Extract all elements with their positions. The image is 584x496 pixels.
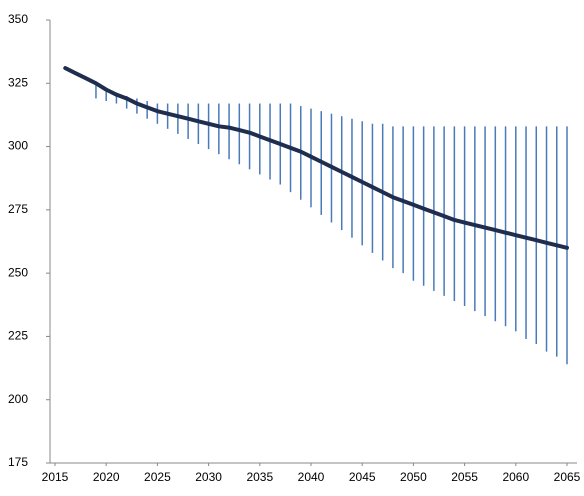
x-tick-label: 2035 bbox=[246, 470, 273, 484]
x-tick-label: 2020 bbox=[93, 470, 120, 484]
y-tick-label: 325 bbox=[8, 75, 28, 89]
x-tick-label: 2055 bbox=[451, 470, 478, 484]
y-tick-label: 200 bbox=[8, 392, 28, 406]
x-tick-label: 2030 bbox=[195, 470, 222, 484]
y-tick-label: 350 bbox=[8, 12, 28, 26]
y-tick-label: 175 bbox=[8, 455, 28, 469]
x-tick-label: 2045 bbox=[349, 470, 376, 484]
x-tick-label: 2050 bbox=[400, 470, 427, 484]
y-tick-label: 275 bbox=[8, 202, 28, 216]
x-tick-label: 2065 bbox=[554, 470, 581, 484]
x-tick-label: 2025 bbox=[144, 470, 171, 484]
y-tick-label: 225 bbox=[8, 329, 28, 343]
y-tick-label: 250 bbox=[8, 265, 28, 279]
x-tick-label: 2015 bbox=[42, 470, 69, 484]
x-tick-label: 2040 bbox=[298, 470, 325, 484]
y-tick-label: 300 bbox=[8, 139, 28, 153]
line bbox=[63, 66, 569, 250]
x-tick-label: 2060 bbox=[502, 470, 529, 484]
